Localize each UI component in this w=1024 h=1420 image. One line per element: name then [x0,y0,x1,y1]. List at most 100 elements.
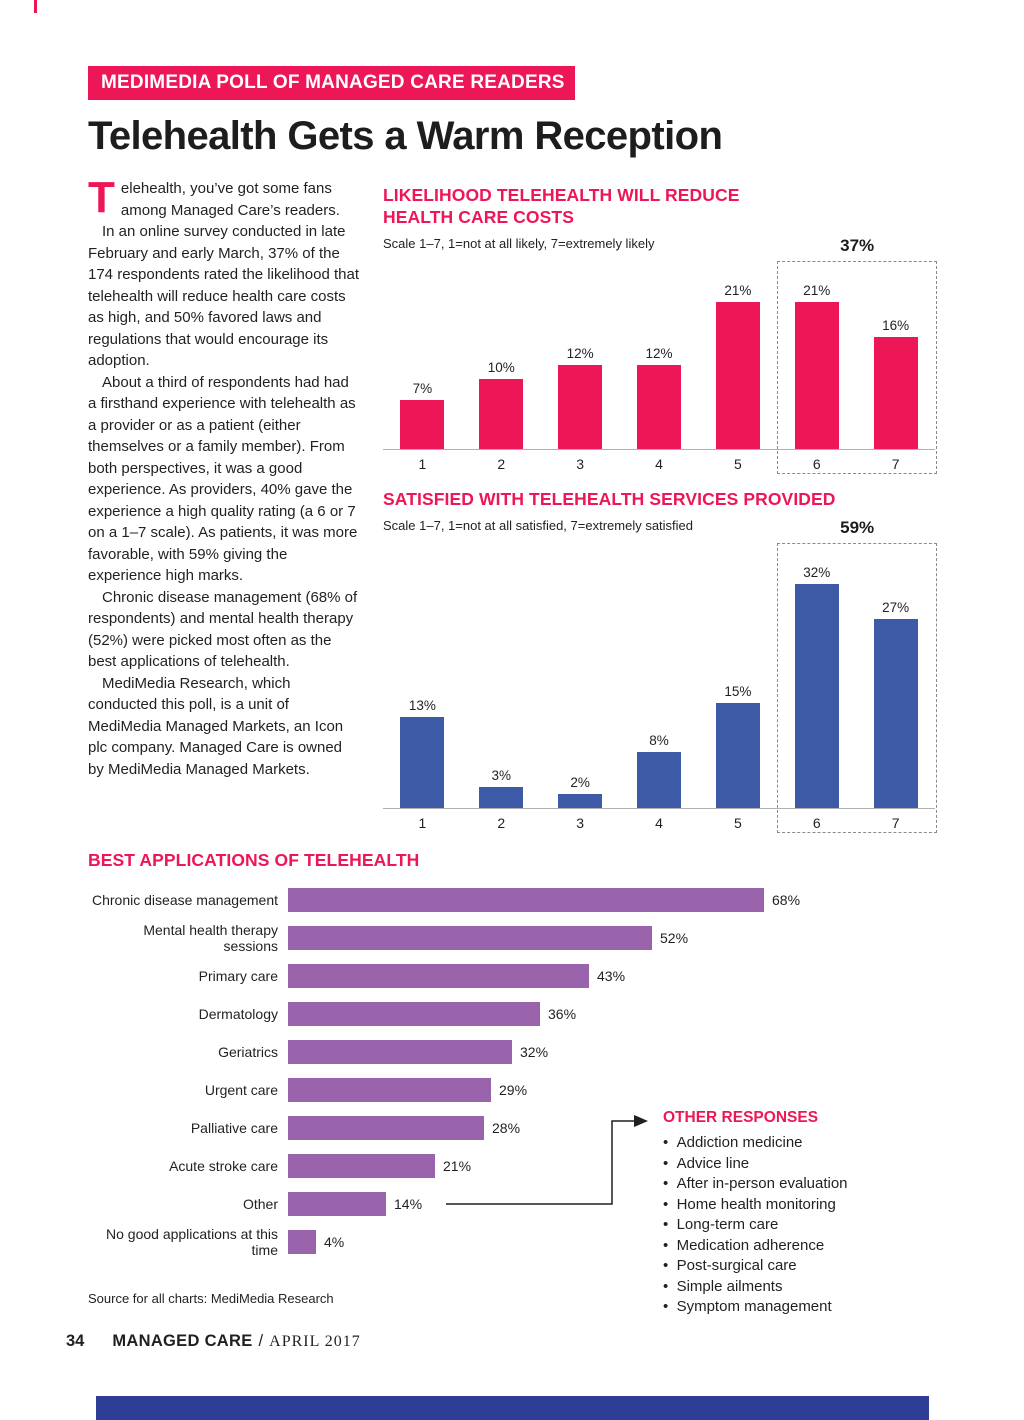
bar [715,302,760,449]
category-label: Acute stroke care [169,1158,278,1174]
x-tick-label: 1 [418,456,427,472]
category-label: Chronic disease management [92,892,278,908]
x-tick-label: 5 [733,815,742,831]
category-label: Urgent care [204,1082,278,1098]
bar [288,1040,512,1064]
bar [479,379,524,449]
other-responses-box: OTHER RESPONSES Addiction medicineAdvice… [663,1109,913,1318]
other-response-item: Addiction medicine [663,1133,913,1154]
plot-area: 13% 3% 2% 8% 15% 32% 27% [383,559,935,809]
bar [873,619,918,808]
bar-value-label: 13% [408,698,436,713]
bar-value-label: 8% [649,733,669,748]
bar [288,1154,435,1178]
chart-satisfaction: SATISFIED WITH TELEHEALTH SERVICES PROVI… [383,488,937,833]
bar [637,752,681,808]
bar-value-label: 36% [548,1006,577,1022]
bar-column: 8% [620,559,699,808]
bar [400,400,445,449]
poll-banner-label: MEDIMEDIA POLL OF MANAGED CARE READERS [101,72,565,93]
bar-value-label: 7% [412,381,433,396]
article-paragraph: In an online survey conducted in late Fe… [88,223,360,369]
x-tick-label: 4 [655,815,663,831]
chart-likelihood-subtitle: Scale 1–7, 1=not at all likely, 7=extrem… [383,236,655,251]
category-label: Mental health therapy sessions [143,922,278,954]
other-response-item: Home health monitoring [663,1195,913,1216]
highlight-label: 37% [840,236,875,255]
x-tick-label: 2 [497,456,506,472]
bar-value-label: 32% [520,1044,549,1060]
chart-satisfaction-plot: 13% 3% 2% 8% 15% 32% 27% 1 2 3 4 5 6 7 59% [383,518,937,833]
magazine-name: MANAGED CARE [112,1332,253,1350]
bar [794,584,839,808]
bar [288,888,764,912]
bar [288,1002,540,1026]
bar-value-label: 15% [724,684,752,699]
article-paragraph: Chronic disease management (68% of respo… [88,588,358,671]
bar-column: 12% [620,277,699,449]
x-tick-label: 1 [418,815,427,831]
bar-row: Other 14% [88,1185,935,1223]
chart-satisfaction-title: SATISFIED WITH TELEHEALTH SERVICES PROVI… [383,489,836,509]
bar-column: 27% [856,559,935,808]
bar [288,1116,484,1140]
chart-applications: Chronic disease management 68% Mental heal… [88,881,935,1315]
category-label: No good applications at this time [106,1226,278,1258]
highlight-box: 37% [777,236,937,474]
bar [794,302,839,449]
article-paragraph: About a third of respondents had had a f… [88,373,358,585]
bar-column: 7% [383,277,462,449]
bar-column: 21% [777,277,856,449]
article-paragraph: MediMedia Research, which conducted this… [88,674,344,778]
bar [715,703,760,808]
bar-value-label: 12% [645,346,673,361]
bar-row: Geriatrics 32% [88,1033,935,1071]
chart-satisfaction-subtitle: Scale 1–7, 1=not at all satisfied, 7=ext… [383,518,694,533]
bar-value-label: 43% [597,968,626,984]
chart-likelihood-title: LIKELIHOOD TELEHEALTH WILL REDUCE HEALTH… [383,185,740,227]
bar-value-label: 29% [499,1082,528,1098]
bar-value-label: 2% [570,775,590,790]
bar-value-label: 4% [324,1234,345,1250]
other-response-item: Advice line [663,1154,913,1175]
bar [288,1078,491,1102]
bar [558,794,603,808]
chart-likelihood: LIKELIHOOD TELEHEALTH WILL REDUCE HEALTH… [383,184,937,474]
other-response-item: Simple ailments [663,1277,913,1298]
bar-column: 15% [698,559,777,808]
bar-column: 13% [383,559,462,808]
x-tick-label: 3 [576,456,585,472]
bar-column: 21% [698,277,777,449]
bar-row: No good applications at this time 4% [88,1223,935,1261]
bottom-accent-bar [96,1396,929,1420]
bar-row: Urgent care 29% [88,1071,935,1109]
x-axis-labels: 1 2 3 4 5 6 7 [383,809,935,831]
bar-value-label: 12% [566,346,594,361]
x-tick-label: 7 [891,456,900,472]
category-label: Primary care [198,968,278,984]
category-label: Dermatology [198,1006,278,1022]
bar [873,337,918,449]
bar-column: 10% [462,277,541,449]
plot-area: 7% 10% 12% 12% 21% 21% 16% [383,277,935,450]
x-tick-label: 6 [812,815,821,831]
chart-likelihood-plot: 7% 10% 12% 12% 21% 21% 16% 1 2 3 4 5 6 7 37% [383,236,937,474]
bar [288,1192,386,1216]
bar-value-label: 21% [803,283,831,298]
category-label: Palliative care [190,1120,278,1136]
bar-value-label: 28% [492,1120,521,1136]
other-response-item: Long-term care [663,1215,913,1236]
bar-value-label: 14% [394,1196,423,1212]
bar [400,717,445,808]
bar-value-label: 21% [724,283,752,298]
other-response-item: Symptom management [663,1297,913,1318]
page-number: 34 [66,1332,85,1350]
bar-row: Primary care 43% [88,957,935,995]
bar-column: 12% [541,277,620,449]
x-tick-label: 5 [733,456,742,472]
x-axis-labels: 1 2 3 4 5 6 7 [383,450,935,472]
